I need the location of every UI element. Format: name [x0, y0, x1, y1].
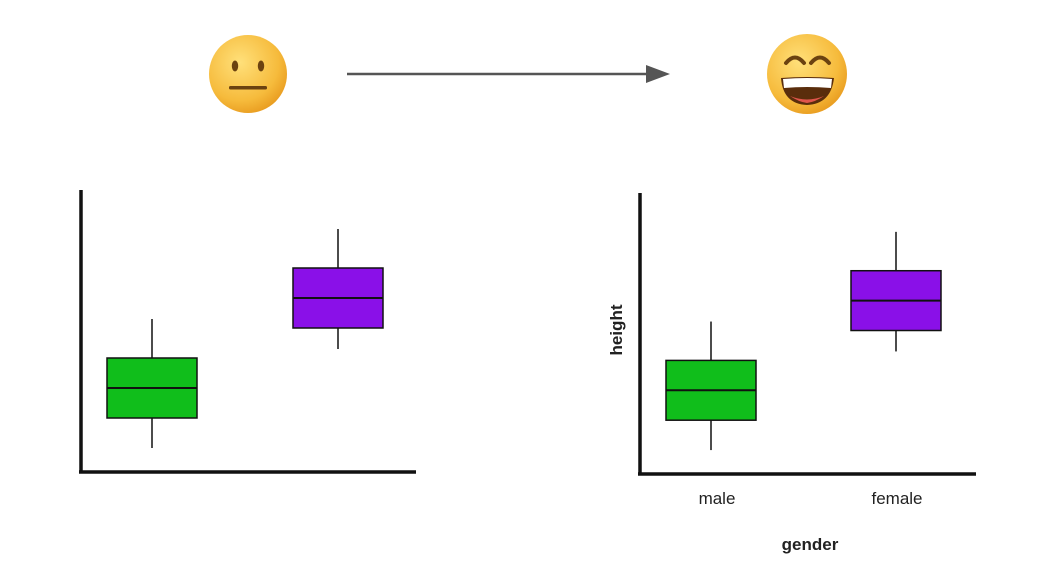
boxplot-right: male female gender height: [607, 193, 976, 554]
transition-arrow: [347, 65, 670, 83]
neutral-face-icon: [209, 35, 287, 113]
x-tick-label-male: male: [699, 489, 736, 508]
x-axis-label: gender: [782, 535, 839, 554]
boxplot-left: [79, 190, 416, 474]
grinning-face-icon: [767, 34, 847, 114]
y-axis-label: height: [607, 304, 626, 355]
x-tick-label-female: female: [871, 489, 922, 508]
